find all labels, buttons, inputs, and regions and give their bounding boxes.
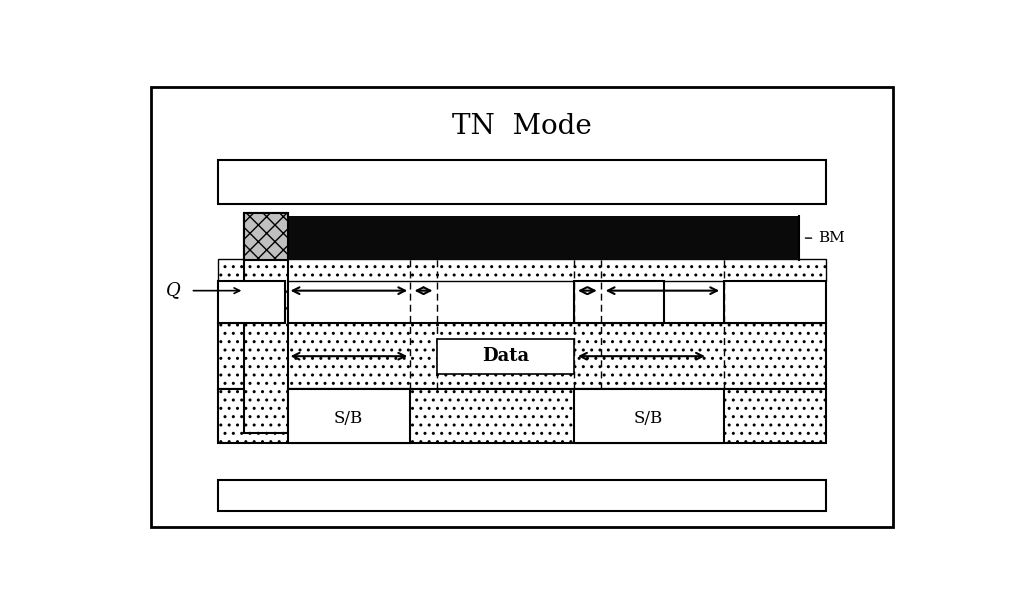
Bar — [245, 213, 287, 434]
Bar — [218, 282, 285, 323]
Bar — [218, 259, 826, 282]
Bar — [574, 389, 723, 443]
Bar — [218, 480, 826, 511]
Text: Q: Q — [166, 282, 180, 300]
Bar — [281, 216, 799, 260]
Text: S/B: S/B — [634, 410, 663, 427]
Bar — [574, 282, 664, 323]
Text: BM: BM — [818, 231, 845, 245]
Bar — [218, 323, 826, 389]
Bar — [287, 389, 410, 443]
Bar — [245, 213, 287, 260]
Bar — [218, 389, 826, 443]
Text: Data: Data — [482, 347, 529, 365]
Bar — [218, 159, 826, 204]
Bar — [437, 339, 574, 374]
Text: TN  Mode: TN Mode — [452, 113, 592, 140]
Bar — [723, 282, 826, 323]
Text: S/B: S/B — [334, 410, 363, 427]
